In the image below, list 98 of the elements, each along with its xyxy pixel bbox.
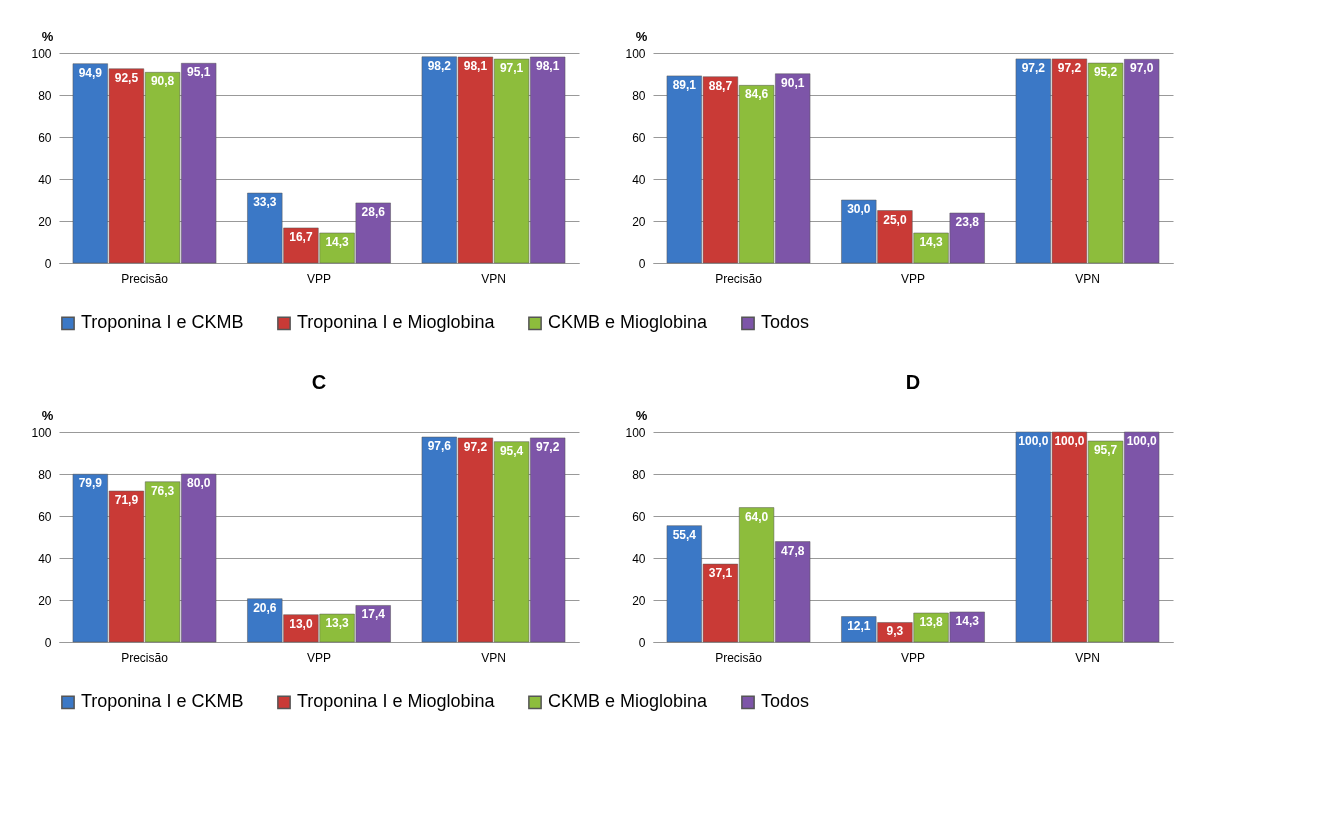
data-label: 79,9 [78, 476, 103, 491]
y-tick-label: 40 [632, 551, 646, 566]
y-tick-label: 40 [632, 172, 646, 187]
y-tick-label: 60 [38, 130, 52, 145]
data-label: 84,6 [744, 87, 769, 102]
legend-label: Todos [761, 312, 810, 333]
data-label: 97,6 [427, 439, 452, 454]
data-label: 92,5 [114, 70, 139, 85]
data-label: 100,0 [1126, 434, 1158, 448]
y-tick-label: 60 [632, 130, 646, 145]
x-tick-label: VPN [1075, 650, 1100, 665]
data-label: 98,1 [463, 58, 488, 73]
y-tick-label: 80 [38, 88, 52, 103]
data-label: 97,2 [1057, 60, 1082, 75]
data-label: 12,1 [847, 618, 871, 633]
data-label: 76,3 [150, 483, 175, 498]
y-tick-label: 100 [625, 425, 646, 440]
data-label: 17,4 [361, 607, 386, 622]
y-tick-label: 20 [38, 214, 52, 229]
chart-title: C [311, 371, 327, 393]
y-axis-title: % [635, 28, 648, 44]
legend-label: CKMB e Mioglobina [548, 691, 709, 712]
data-label: 97,1 [499, 61, 524, 76]
data-label: 90,1 [781, 75, 805, 90]
y-tick-label: 80 [632, 467, 646, 482]
data-label: 9,3 [886, 624, 904, 639]
data-label: 97,2 [536, 439, 560, 454]
data-label: 98,1 [536, 58, 560, 73]
legend-label: Troponina I e Mioglobina [297, 691, 496, 712]
data-label: 95,1 [187, 65, 211, 80]
y-tick-label: 100 [31, 425, 52, 440]
x-tick-label: Precisão [715, 650, 763, 665]
data-label: 97,2 [463, 439, 488, 454]
legend-label: CKMB e Mioglobina [548, 312, 709, 333]
y-tick-label: 20 [632, 593, 646, 608]
data-label: 13,3 [325, 616, 350, 631]
y-axis-title: % [635, 407, 648, 423]
y-tick-label: 40 [38, 551, 52, 566]
data-label: 37,1 [708, 566, 733, 581]
data-label: 95,7 [1093, 443, 1118, 458]
data-label: 14,3 [919, 234, 944, 249]
y-tick-label: 0 [44, 635, 52, 650]
data-label: 97,2 [1021, 60, 1046, 75]
y-tick-label: 100 [625, 46, 646, 61]
data-label: 28,6 [361, 204, 386, 219]
y-tick-label: 80 [632, 88, 646, 103]
data-label: 33,3 [253, 195, 277, 210]
x-tick-label: VPN [481, 650, 506, 665]
x-tick-label: VPP [306, 271, 332, 286]
y-tick-label: 0 [44, 256, 52, 271]
y-axis-title: % [41, 407, 54, 423]
y-tick-label: 0 [638, 256, 646, 271]
data-label: 98,2 [427, 58, 452, 73]
y-tick-label: 60 [38, 509, 52, 524]
data-label: 23,8 [955, 215, 980, 230]
data-label: 94,9 [78, 65, 103, 80]
data-label: 30,0 [847, 202, 871, 216]
y-tick-label: 100 [31, 46, 52, 61]
x-tick-label: Precisão [715, 271, 763, 286]
data-label: 20,6 [253, 600, 277, 615]
legend-label: Troponina I e CKMB [81, 312, 244, 333]
data-label: 90,8 [150, 74, 175, 89]
x-tick-label: Precisão [121, 271, 169, 286]
data-label: 13,8 [919, 615, 944, 630]
data-label: 14,3 [325, 234, 350, 249]
x-tick-label: VPN [1075, 271, 1100, 286]
data-label: 88,7 [708, 78, 733, 93]
y-tick-label: 0 [638, 635, 646, 650]
legend-label: Todos [761, 691, 810, 712]
data-label: 13,0 [289, 616, 313, 631]
chart-title: D [905, 371, 921, 393]
y-tick-label: 80 [38, 467, 52, 482]
x-tick-label: VPP [900, 271, 926, 286]
x-tick-label: Precisão [121, 650, 169, 665]
data-label: 95,2 [1093, 65, 1118, 80]
data-label: 14,3 [955, 613, 980, 628]
y-axis-title: % [41, 28, 54, 44]
y-tick-label: 20 [38, 593, 52, 608]
data-label: 97,0 [1130, 61, 1154, 76]
data-label: 47,8 [781, 543, 805, 558]
y-tick-label: 20 [632, 214, 646, 229]
data-label: 25,0 [883, 212, 907, 227]
legend-label: Troponina I e CKMB [81, 691, 244, 712]
y-tick-label: 40 [38, 172, 52, 187]
x-tick-label: VPP [306, 650, 332, 665]
x-tick-label: VPP [900, 650, 926, 665]
data-label: 100,0 [1054, 434, 1085, 448]
y-tick-label: 60 [632, 509, 646, 524]
data-label: 55,4 [672, 527, 697, 542]
legend-label: Troponina I e Mioglobina [297, 312, 496, 333]
data-label: 71,9 [114, 493, 139, 508]
data-label: 89,1 [672, 77, 697, 92]
data-label: 80,0 [187, 476, 211, 490]
data-label: 100,0 [1018, 434, 1049, 448]
data-label: 16,7 [289, 229, 313, 244]
data-label: 95,4 [499, 443, 524, 458]
data-label: 64,0 [744, 509, 769, 524]
x-tick-label: VPN [481, 271, 506, 286]
